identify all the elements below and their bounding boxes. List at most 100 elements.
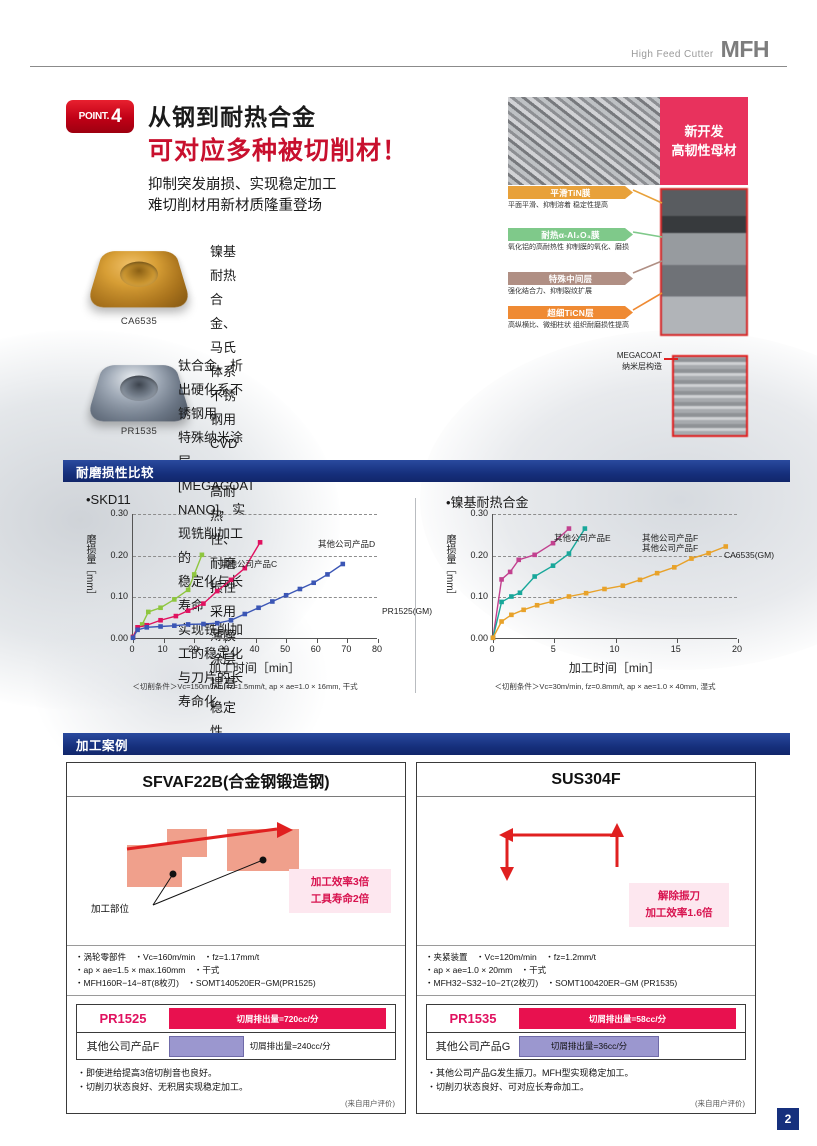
chart-data-point xyxy=(214,620,220,626)
case-bullet: ・其他公司产品G发生振刀。MFH型实现稳定加工。 xyxy=(427,1068,634,1078)
table-row: 其他公司产品G 切屑排出量=36cc/分 xyxy=(427,1032,745,1059)
chart-data-point xyxy=(516,557,522,563)
megacoat-arrow-icon xyxy=(664,358,678,360)
chart-x-tick xyxy=(224,639,226,643)
insert-image-ca6535 xyxy=(86,238,192,312)
chart-data-point xyxy=(521,607,526,613)
cmp-product-name: 其他公司产品F xyxy=(86,1041,160,1053)
chart-x-tick xyxy=(163,639,165,643)
table-row: PR1525 切屑排出量=720cc/分 xyxy=(77,1005,395,1032)
chart-data-point xyxy=(297,586,303,592)
chart-plot-area xyxy=(130,514,379,643)
case-spec-line: ・MFH32−S32−10−2T(2枚刃) ・SOMT100420ER−GM (… xyxy=(425,978,678,988)
chart-data-point xyxy=(214,588,220,594)
chart-series-line xyxy=(492,528,586,638)
chart-x-tick-label: 10 xyxy=(609,644,620,654)
cmp-bar-label: 切屑排出量=36cc/分 xyxy=(550,1041,628,1051)
chart-series-line xyxy=(132,563,344,639)
point-subtext-line2: 难切削材用新材质隆重登场 xyxy=(148,198,322,214)
chart-data-point xyxy=(532,574,537,579)
chart-x-tick-label: 80 xyxy=(371,644,382,654)
megacoat-annotation-line1: MEGACOAT xyxy=(616,351,662,360)
chart-data-point xyxy=(532,552,537,558)
case-bullet: ・切削刃状态良好、可对应长寿命加工。 xyxy=(427,1082,590,1092)
coating-layer-title: 特殊中间层 xyxy=(508,272,633,285)
chart-data-point xyxy=(507,569,513,575)
chart-data-point xyxy=(620,583,626,588)
sem-image-cross-section xyxy=(660,188,748,336)
chart-x-tick xyxy=(676,639,678,643)
insert-image-pr1535 xyxy=(86,352,192,426)
chart-gridline xyxy=(493,514,737,515)
chart-series-layer xyxy=(130,540,346,641)
cmp-bar-area: 切屑排出量=240cc/分 xyxy=(169,1033,395,1059)
point-heading-primary: 从钢到耐热合金 xyxy=(148,104,316,130)
chart-data-point xyxy=(185,622,191,627)
chart-data-point xyxy=(499,577,504,582)
case-spec-line: ・ap × ae=1.5 × max.160mm ・干式 xyxy=(75,965,220,975)
chart-data-point xyxy=(228,617,234,623)
case-specs-left: ・涡轮零部件 ・Vc=160m/min ・fz=1.17mm/t ・ap × a… xyxy=(67,945,405,996)
case-card-left: SFVAF22B(合金钢锻造钢) 加工部位 加工效率3倍 工具寿命2倍 ・涡轮零… xyxy=(66,762,406,1114)
case-title-right: SUS304F xyxy=(417,763,755,797)
table-row: PR1535 切屑排出量=58cc/分 xyxy=(427,1005,745,1032)
chart-data-point xyxy=(672,565,677,570)
chart-x-tick xyxy=(554,639,556,643)
chart-data-point xyxy=(549,599,555,604)
chart-series-line xyxy=(132,541,261,638)
megacoat-annotation: MEGACOAT 纳米层构造 xyxy=(602,350,662,372)
coating-layer-3: 超细TiCN层 高纵横比、微细柱状 组织耐磨损性提高 xyxy=(508,306,633,331)
case-card-right: SUS304F 解除振刀 加工效率1.6倍 ・夹紧装置 ・Vc=120m/min… xyxy=(416,762,756,1114)
chart-data-point xyxy=(158,617,163,623)
chart-x-tick xyxy=(194,639,196,643)
case-figure-left: 加工部位 加工效率3倍 工具寿命2倍 xyxy=(67,797,405,945)
chart-data-point xyxy=(185,587,191,593)
case-source-right: (来自用户评价) xyxy=(695,1099,745,1108)
case-note-line2: 工具寿命2倍 xyxy=(310,893,370,905)
point-number: 4 xyxy=(111,105,122,127)
chart-x-tick-label: 60 xyxy=(310,644,321,654)
chart-x-tick-label: 15 xyxy=(670,644,681,654)
chart-data-point xyxy=(583,590,589,596)
chart-series-label: 其他公司产品D xyxy=(318,539,376,549)
chart-gridline xyxy=(133,514,377,515)
insert-shape-silver xyxy=(86,365,192,422)
case-note-left: 加工效率3倍 工具寿命2倍 xyxy=(289,869,391,913)
chart-x-tick-label: 0 xyxy=(489,644,495,654)
coating-layer-0: 平滑TiN膜 平面平滑、抑制溶着 稳定性提高 xyxy=(508,186,633,211)
chart-data-point xyxy=(283,592,289,598)
table-row: 其他公司产品F 切屑排出量=240cc/分 xyxy=(77,1032,395,1059)
point-subtext: 抑制突发崩损、实现稳定加工 难切削材用新材质隆重登场 xyxy=(148,175,337,217)
chart-data-point xyxy=(201,601,206,606)
chart-data-point xyxy=(534,602,540,608)
chart-series-label: 其他公司产品F xyxy=(642,543,699,553)
page-number: 2 xyxy=(777,1108,799,1130)
coating-layer-1: 耐热α-Al₂O₃膜 氧化铝的高耐热性 抑制膜的氧化、磨损 xyxy=(508,228,633,253)
new-development-badge: 新开发 高韧性母材 xyxy=(660,97,748,185)
chart-data-point xyxy=(257,540,263,545)
chart-series-line xyxy=(492,528,570,638)
chart-y-tick-label: 0.30 xyxy=(110,508,128,518)
chart-y-tick-label: 0.10 xyxy=(470,591,488,602)
chart-title: •SKD11 xyxy=(86,492,131,507)
chart-y-axis-title: 磨损量［mm］ xyxy=(444,534,455,601)
chart-plot-area xyxy=(490,514,739,643)
chart-data-point xyxy=(550,540,556,546)
chart-data-point xyxy=(172,623,177,628)
chart-data-point xyxy=(173,613,179,619)
chart-x-axis-title: 加工时间［min］ xyxy=(208,661,301,675)
case-bullet: ・即使进给提高3倍切削音也良好。 xyxy=(77,1068,218,1078)
chart-title: •镍基耐热合金 xyxy=(446,495,529,510)
insert-text-line: 镍基耐热合金、马氏体系不锈钢用 xyxy=(210,244,237,427)
chart-data-point xyxy=(185,608,191,613)
insert-text-line: 采用薄膜涂层提高稳定性 xyxy=(210,604,237,739)
case-bullets-right: ・其他公司产品G发生振刀。MFH型实现稳定加工。 ・切削刃状态良好、可对应长寿命… xyxy=(417,1060,755,1094)
chart-gridline xyxy=(493,597,737,599)
insert-text-line: 钛合金、析出硬化系不锈钢用 xyxy=(178,358,244,421)
chart-x-tick-label: 20 xyxy=(731,644,742,654)
case-note-line2: 加工效率1.6倍 xyxy=(645,907,713,919)
chart-y-tick-label: 0.30 xyxy=(470,508,488,518)
case-note-line1: 解除振刀 xyxy=(658,890,700,902)
coating-layer-title: 耐热α-Al₂O₃膜 xyxy=(508,228,633,241)
chart-series-layer xyxy=(490,526,729,641)
